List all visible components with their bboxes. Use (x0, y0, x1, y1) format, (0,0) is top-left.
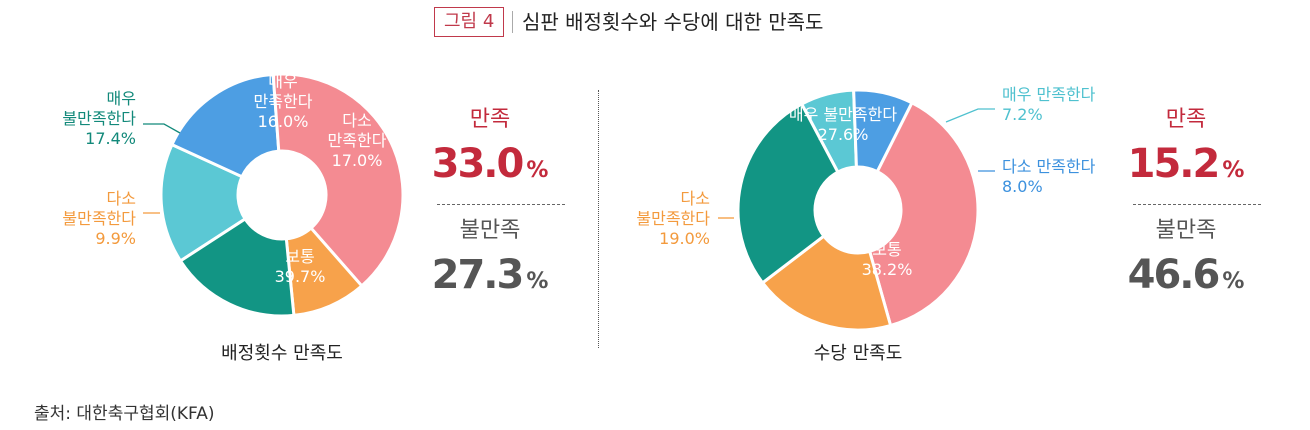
summary-unit: % (526, 269, 549, 294)
leader-line (143, 123, 181, 134)
summary-satisfied-left: 만족 33.0% (425, 107, 555, 187)
slice-label: 매우 불만족한다 17.4% (62, 89, 136, 148)
summary-label: 불만족 (459, 218, 521, 243)
slice-label: 매우 만족한다 7.2% (1002, 85, 1096, 124)
donut-slice (178, 216, 296, 318)
donut-slice (169, 72, 281, 179)
slice-label: 다소 만족한다 8.0% (1002, 157, 1096, 196)
slice-label: 다소 불만족한다 9.9% (62, 189, 136, 248)
summary-value: 15.2% (1121, 141, 1251, 187)
summary-value: 33.0% (425, 141, 555, 187)
slice-label: 보통 39.7% (275, 247, 326, 286)
donut-chart-1: 매우 만족한다 16.0% 다소 만족한다 17.0% 보통 39.7% 다소 불만족한다 9.9%… (62, 72, 405, 318)
summary-unit: % (1222, 269, 1245, 294)
summary-dissatisfied-right: 불만족 46.6% (1121, 218, 1251, 298)
summary-number: 33.0 (431, 141, 525, 187)
donut-slice (867, 100, 980, 328)
slice-label: 보통 38.2% (862, 240, 913, 279)
figure-number-badge: 그림 4 (434, 7, 505, 37)
summary-label: 만족 (1165, 107, 1207, 132)
summary-value: 27.3% (425, 252, 555, 298)
summary-number: 15.2 (1127, 141, 1221, 187)
summary-number: 27.3 (431, 252, 525, 298)
slice-label: 매우 불만족한다 27.6% (789, 105, 897, 144)
slice-label: 다소 불만족한다 19.0% (636, 189, 710, 248)
summary-satisfied-right: 만족 15.2% (1121, 107, 1251, 187)
chart-divider (598, 90, 599, 348)
source-note: 출처: 대한축구협회(KFA) (34, 404, 215, 424)
summary-rule-left (437, 204, 565, 205)
donut-slice (271, 72, 405, 289)
summary-number: 46.6 (1127, 252, 1221, 298)
summary-rule-right (1133, 204, 1261, 205)
summary-label: 불만족 (1155, 218, 1217, 243)
summary-unit: % (526, 158, 549, 183)
summary-unit: % (1222, 158, 1245, 183)
summary-value: 46.6% (1121, 252, 1251, 298)
slice-label: 매우 만족한다 16.0% (254, 72, 313, 131)
donut-chart-2: 매우 만족한다 7.2% 다소 만족한다 8.0% 보통 38.2% 다소 불만족한다 19.0… (636, 85, 1096, 332)
summary-label: 만족 (469, 107, 511, 132)
leader-line (945, 108, 995, 123)
title-separator (512, 11, 513, 33)
slice-label: 다소 만족한다 17.0% (328, 111, 387, 170)
chart-caption: 배정횟수 만족도 (221, 343, 343, 364)
summary-dissatisfied-left: 불만족 27.3% (425, 218, 555, 298)
figure-title: 심판 배정횟수와 수당에 대한 만족도 (522, 10, 824, 34)
donut-slice (736, 102, 840, 285)
chart-caption: 수당 만족도 (814, 343, 903, 364)
figure-title-row: 그림 4 심판 배정횟수와 수당에 대한 만족도 (0, 7, 1310, 41)
